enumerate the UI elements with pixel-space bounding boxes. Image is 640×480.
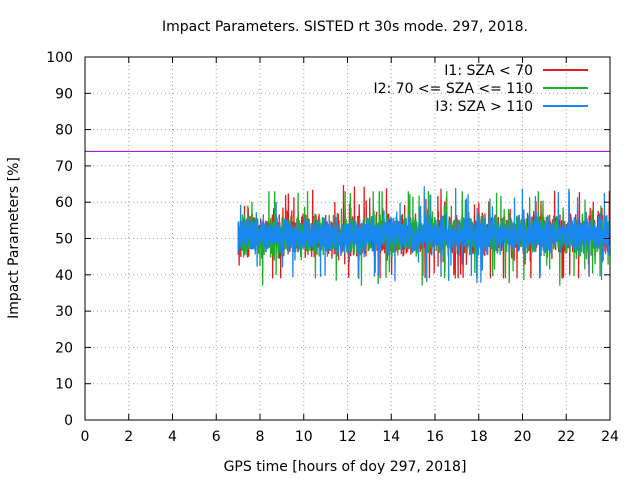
- legend: I1: SZA < 70 I2: 70 <= SZA <= 110 I3: SZA …: [373, 63, 588, 115]
- y-tick-label: 100: [46, 50, 73, 66]
- x-tick-label: 22: [557, 429, 575, 445]
- chart-title: Impact Parameters. SISTED rt 30s mode. 2…: [162, 19, 528, 35]
- x-tick-label: 2: [124, 429, 133, 445]
- x-tick-label: 18: [470, 429, 488, 445]
- x-tick-label: 6: [212, 429, 221, 445]
- x-tick-label: 20: [514, 429, 532, 445]
- x-tick-label: 10: [295, 429, 313, 445]
- legend-label-1: I1: SZA < 70: [444, 63, 533, 79]
- legend-label-2: I2: 70 <= SZA <= 110: [373, 81, 533, 97]
- x-tick-label: 14: [382, 429, 400, 445]
- y-tick-label: 10: [55, 377, 73, 393]
- x-tick-label: 24: [601, 429, 619, 445]
- y-tick-label: 50: [55, 232, 73, 248]
- y-tick-label: 90: [55, 86, 73, 102]
- x-axis-label: GPS time [hours of doy 297, 2018]: [224, 459, 467, 475]
- x-tick-label: 8: [256, 429, 265, 445]
- legend-label-3: I3: SZA > 110: [435, 99, 533, 115]
- x-tick-label: 4: [168, 429, 177, 445]
- y-tick-label: 20: [55, 340, 73, 356]
- y-tick-label: 30: [55, 304, 73, 320]
- series-line-3: [237, 186, 611, 284]
- y-tick-label: 60: [55, 195, 73, 211]
- x-tick-label: 16: [426, 429, 444, 445]
- y-axis-label: Impact Parameters [%]: [6, 157, 22, 319]
- x-tick-label: 12: [339, 429, 357, 445]
- grid: [85, 57, 610, 420]
- y-tick-label: 40: [55, 268, 73, 284]
- y-tick-label: 80: [55, 123, 73, 139]
- x-tick-label: 0: [81, 429, 90, 445]
- y-tick-label: 0: [64, 413, 73, 429]
- y-tick-label: 70: [55, 159, 73, 175]
- series-layer: [237, 185, 611, 286]
- ticks: 0 2 4 6 8 10 12 14 16 18 20 22 240102030405060708090…: [46, 50, 619, 445]
